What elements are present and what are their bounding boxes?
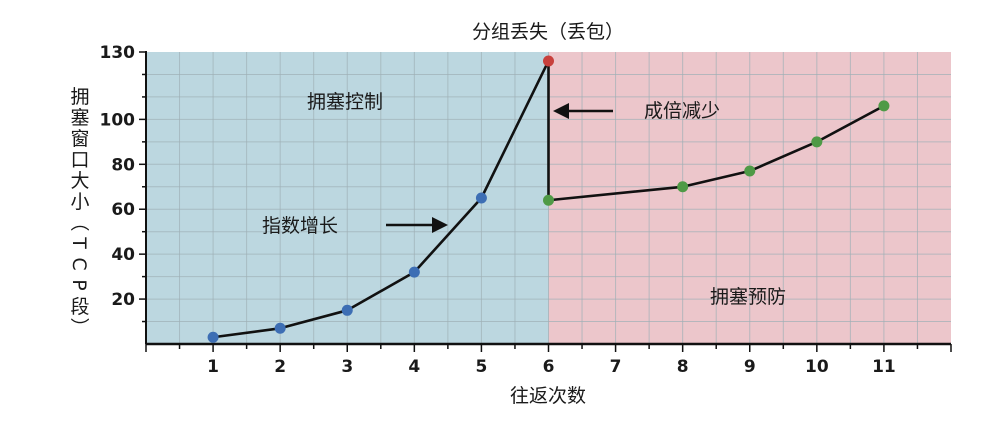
data-point xyxy=(543,55,554,67)
y-tick-label: 80 xyxy=(111,155,135,175)
y-axis-title-char: ） xyxy=(68,317,90,336)
data-point xyxy=(744,165,756,177)
data-point xyxy=(207,331,219,343)
data-point xyxy=(677,181,689,193)
y-tick-label: 130 xyxy=(100,43,136,63)
x-tick-label: 9 xyxy=(744,357,756,377)
x-tick-label: 5 xyxy=(475,357,487,377)
chart-title: 分组丢失（丢包） xyxy=(472,21,624,43)
y-axis-title-char: 窗 xyxy=(70,128,89,150)
region-label-congestion-control: 拥塞控制 xyxy=(307,91,383,113)
y-tick-label: 40 xyxy=(111,245,135,265)
y-axis-title-char: 段 xyxy=(70,296,89,318)
x-tick-label: 8 xyxy=(677,357,689,377)
annotation-multiplicative-decrease: 成倍减少 xyxy=(644,100,720,122)
data-point xyxy=(274,322,286,334)
x-tick-label: 11 xyxy=(872,357,896,377)
x-tick-label: 7 xyxy=(610,357,622,377)
y-axis-title-char: （ xyxy=(68,212,90,231)
x-axis-title: 往返次数 xyxy=(510,385,586,407)
data-point xyxy=(408,266,420,278)
y-axis-title-char: 塞 xyxy=(70,107,89,129)
y-tick-label: 60 xyxy=(111,200,135,220)
y-tick-label: 100 xyxy=(100,110,136,130)
data-point xyxy=(543,194,554,206)
arrow-decrease-head xyxy=(553,103,569,119)
x-tick-label: 3 xyxy=(341,357,353,377)
y-axis-title-char: T xyxy=(68,236,90,249)
data-point xyxy=(475,192,487,204)
y-tick-label: 20 xyxy=(111,290,135,310)
y-axis-title-char: 大 xyxy=(70,170,89,192)
arrow-exponential-head xyxy=(432,217,448,233)
data-point xyxy=(878,100,890,112)
data-point xyxy=(341,304,353,316)
y-axis-title-char: C xyxy=(68,257,90,270)
x-tick-label: 6 xyxy=(543,357,555,377)
y-axis-title-char: 口 xyxy=(70,149,89,171)
x-tick-label: 4 xyxy=(408,357,420,377)
annotation-exponential-growth: 指数增长 xyxy=(262,215,338,237)
y-axis-title-char: 小 xyxy=(70,191,89,213)
y-axis-title-char: 拥 xyxy=(70,86,89,108)
data-point xyxy=(811,136,823,148)
x-tick-label: 10 xyxy=(805,357,829,377)
region-label-congestion-avoidance: 拥塞预防 xyxy=(710,286,786,308)
x-tick-label: 1 xyxy=(207,357,219,377)
y-axis-title-char: P xyxy=(68,279,90,290)
x-tick-label: 2 xyxy=(274,357,286,377)
